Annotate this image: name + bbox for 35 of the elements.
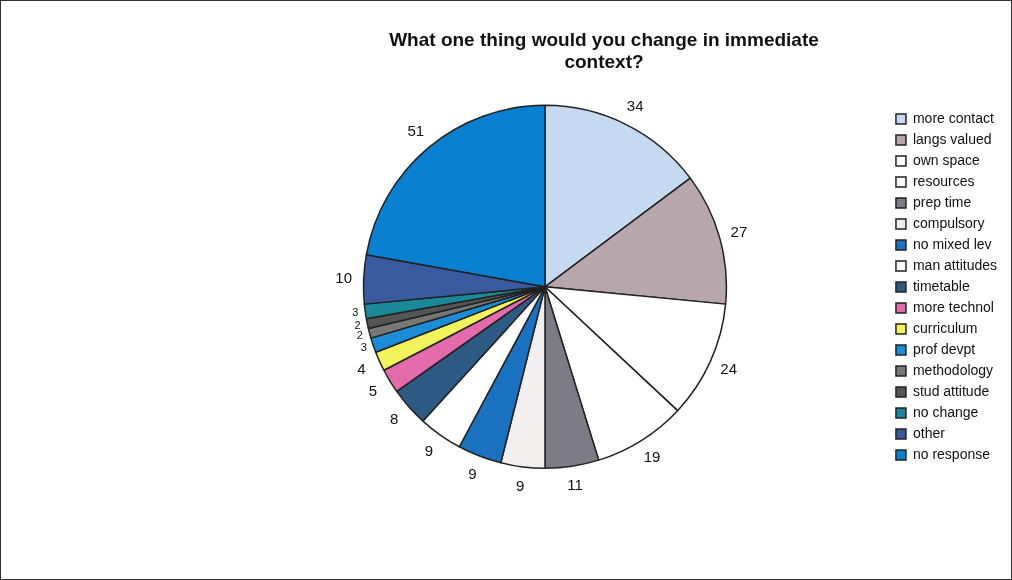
legend-label: more contact xyxy=(912,109,994,126)
data-label: 34 xyxy=(626,96,644,114)
chart-title: What one thing would you change in immediate context? xyxy=(389,28,819,73)
legend-label: other xyxy=(912,424,946,441)
legend-label: no mixed lev xyxy=(912,235,992,252)
data-label: 27 xyxy=(730,222,748,240)
legend-label: stud attitude xyxy=(912,382,990,399)
data-label: 4 xyxy=(357,359,366,377)
data-label: 9 xyxy=(468,464,477,482)
legend-label: timetable xyxy=(912,277,970,294)
legend-label: resources xyxy=(912,172,975,189)
data-label: 2 xyxy=(354,318,361,331)
data-label: 5 xyxy=(368,381,378,399)
legend-label: langs valued xyxy=(912,130,992,147)
data-label: 9 xyxy=(424,441,433,459)
legend-label: prep time xyxy=(912,193,972,210)
data-label: 19 xyxy=(643,447,661,465)
data-label: 24 xyxy=(720,359,737,377)
data-label: 9 xyxy=(516,476,525,494)
data-label: 2 xyxy=(356,328,363,341)
data-label: 8 xyxy=(389,410,399,428)
data-label: 11 xyxy=(567,476,583,494)
legend-label: methodology xyxy=(912,361,994,378)
legend-label: own space xyxy=(912,151,981,168)
legend-label: curriculum xyxy=(912,319,978,336)
legend-label: no change xyxy=(912,403,979,420)
legend-label: prof devpt xyxy=(912,340,976,357)
legend-label: man attitudes xyxy=(912,256,998,273)
legend-label: no response xyxy=(912,445,991,462)
legend-label: more technol xyxy=(912,298,994,315)
data-label: 10 xyxy=(335,268,353,286)
data-label: 3 xyxy=(360,341,367,354)
data-label: 51 xyxy=(407,122,425,140)
legend-label: compulsory xyxy=(912,214,985,231)
data-label: 3 xyxy=(352,305,359,318)
